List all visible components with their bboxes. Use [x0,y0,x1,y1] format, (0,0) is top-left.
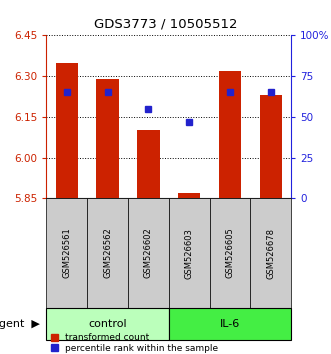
Bar [169,308,291,340]
Bar [219,71,241,198]
Text: GSM526562: GSM526562 [103,228,112,279]
Bar [96,79,119,198]
Text: GSM526603: GSM526603 [185,228,194,279]
Bar [128,198,169,308]
Text: agent  ▶: agent ▶ [0,319,40,329]
Bar [46,198,87,308]
Text: GSM526678: GSM526678 [266,228,275,279]
Text: IL-6: IL-6 [220,319,240,329]
Bar [46,308,169,340]
Bar [260,95,282,198]
Text: GDS3773 / 10505512: GDS3773 / 10505512 [94,18,237,31]
Bar [178,193,201,198]
Bar [210,198,251,308]
Legend: transformed count, percentile rank within the sample: transformed count, percentile rank withi… [51,333,218,353]
Bar [169,198,210,308]
Bar [137,130,160,198]
Text: GSM526605: GSM526605 [225,228,235,279]
Bar [87,198,128,308]
Text: control: control [88,319,127,329]
Bar [251,198,291,308]
Bar [56,63,78,198]
Text: GSM526561: GSM526561 [62,228,71,279]
Text: GSM526602: GSM526602 [144,228,153,279]
